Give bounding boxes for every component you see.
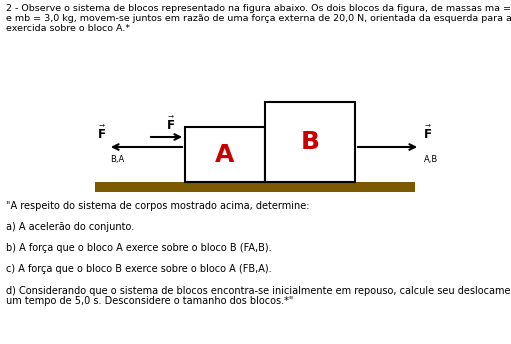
Text: A,B: A,B	[424, 155, 438, 164]
Text: d) Considerando que o sistema de blocos encontra-se inicialmente em repouso, cal: d) Considerando que o sistema de blocos …	[6, 285, 511, 295]
Bar	[265, 102, 355, 182]
Bar	[185, 127, 265, 182]
Text: e mb = 3,0 kg, movem-se juntos em razão de uma força externa de 20,0 N, orientad: e mb = 3,0 kg, movem-se juntos em razão …	[6, 14, 511, 23]
Text: exercida sobre o bloco A.*: exercida sobre o bloco A.*	[6, 24, 130, 33]
Text: B: B	[300, 130, 319, 154]
Text: a) A acelerão do conjunto.: a) A acelerão do conjunto.	[6, 222, 134, 232]
Text: "A respeito do sistema de corpos mostrado acima, determine:: "A respeito do sistema de corpos mostrad…	[6, 201, 310, 211]
Text: b) A força que o bloco A exerce sobre o bloco B (FA,B).: b) A força que o bloco A exerce sobre o …	[6, 243, 272, 253]
Text: $\vec{\mathbf{F}}$: $\vec{\mathbf{F}}$	[97, 125, 106, 142]
Text: A: A	[215, 142, 235, 166]
Text: B,A: B,A	[110, 155, 124, 164]
Text: um tempo de 5,0 s. Desconsidere o tamanho dos blocos.*": um tempo de 5,0 s. Desconsidere o tamanh…	[6, 295, 293, 305]
Text: $\vec{\mathbf{F}}$: $\vec{\mathbf{F}}$	[423, 125, 432, 142]
Text: 2 - Observe o sistema de blocos representado na figura abaixo. Os dois blocos da: 2 - Observe o sistema de blocos represen…	[6, 4, 511, 13]
Text: c) A força que o bloco B exerce sobre o bloco A (FB,A).: c) A força que o bloco B exerce sobre o …	[6, 264, 272, 274]
Text: $\vec{\mathbf{F}}$: $\vec{\mathbf{F}}$	[166, 116, 175, 133]
Bar	[95, 182, 415, 192]
